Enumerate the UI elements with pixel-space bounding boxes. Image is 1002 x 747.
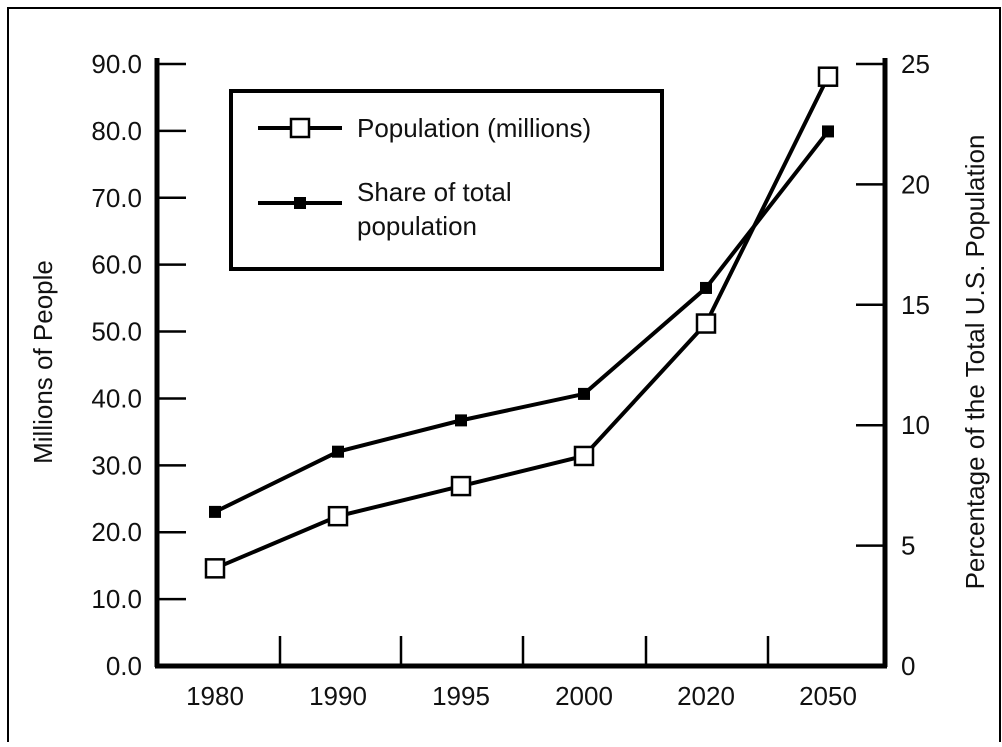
series-line-share [214, 130, 830, 514]
x-tick-label: 2050 [799, 681, 857, 711]
legend-label-share-line1: Share of total [357, 177, 512, 207]
left-tick-label: 80.0 [91, 116, 142, 146]
legend: Population (millions) Share of total pop… [229, 89, 664, 271]
series-line-population [214, 75, 830, 571]
left-tick-label: 30.0 [91, 450, 142, 480]
left-axis-ticks: 0.0 10.0 20.0 30.0 40.0 50.0 60.0 70.0 80.0 90.0 [91, 49, 186, 681]
right-tick-label: 25 [901, 49, 930, 79]
x-tick-label: 1990 [309, 681, 367, 711]
left-tick-label: 40.0 [91, 383, 142, 413]
share-point-marker [700, 281, 712, 294]
right-tick-label: 10 [901, 410, 930, 440]
right-axis-ticks: 0 5 10 15 20 25 [856, 49, 930, 681]
left-tick-label: 50.0 [91, 317, 142, 347]
left-tick-label: 10.0 [91, 584, 142, 614]
left-tick-label: 70.0 [91, 183, 142, 213]
left-tick-label: 60.0 [91, 250, 142, 280]
left-tick-label: 90.0 [91, 49, 142, 79]
legend-label-population: Population (millions) [357, 113, 591, 143]
left-axis-title: Millions of People [28, 260, 58, 464]
right-tick-label: 0 [901, 651, 915, 681]
population-point-marker [204, 558, 226, 579]
x-tick-label: 1995 [432, 681, 490, 711]
left-tick-label: 20.0 [91, 517, 142, 547]
population-point-marker [327, 505, 349, 527]
right-tick-label: 20 [901, 169, 930, 199]
population-point-marker [573, 445, 595, 467]
right-axis-title: Percentage of the Total U.S. Population [960, 135, 990, 590]
population-point-marker [695, 313, 717, 334]
right-tick-label: 5 [901, 531, 915, 561]
legend-marker-filled-square-icon [294, 197, 306, 209]
share-point-marker [332, 445, 344, 458]
x-tick-label: 1980 [186, 681, 244, 711]
x-tick-label: 2000 [555, 681, 613, 711]
legend-marker-open-square-icon [289, 117, 311, 139]
x-axis-ticks: 1980 1990 1995 2000 2020 2050 [186, 636, 857, 711]
share-point-marker [209, 505, 221, 518]
legend-label-share-line2: population [357, 211, 477, 241]
outer-border [7, 7, 1001, 747]
left-tick-label: 0.0 [106, 651, 142, 681]
population-point-marker [817, 66, 839, 87]
population-point-marker [450, 475, 472, 497]
x-tick-label: 2020 [677, 681, 735, 711]
share-point-marker [822, 125, 834, 138]
share-point-marker [455, 414, 467, 427]
right-tick-label: 15 [901, 290, 930, 320]
share-point-marker [578, 387, 590, 400]
series-layer [204, 66, 839, 579]
